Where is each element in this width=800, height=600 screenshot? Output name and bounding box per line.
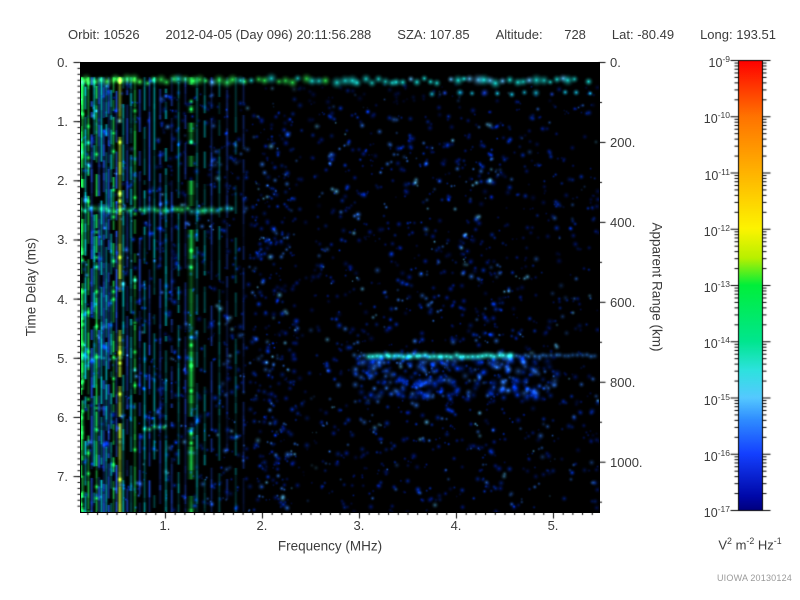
colorbar-tick-label: 10-9 <box>708 54 730 71</box>
y2-tick-label: 400. <box>610 214 636 230</box>
y-tick-label: 2. <box>57 173 68 189</box>
colorbar-tick-label: 10-11 <box>704 166 730 183</box>
y2-axis-title: Apparent Range (km) <box>649 222 665 352</box>
colorbar-tick-label: 10-10 <box>703 110 730 127</box>
y-tick-label: 3. <box>57 232 68 248</box>
header-info: Orbit: 10526 2012-04-05 (Day 096) 20:11:… <box>68 27 776 42</box>
credit-text: UIOWA 20130124 <box>716 573 792 583</box>
spectrogram-plot-area <box>80 62 600 513</box>
colorbar-tick-label: 10-12 <box>703 222 730 239</box>
header-altitude: Altitude: 728 <box>495 27 586 42</box>
x-tick-label: 3. <box>353 518 365 533</box>
header-sza: SZA: 107.85 <box>397 27 470 42</box>
y2-tick-label: 1000. <box>610 454 643 470</box>
y-tick-label: 0. <box>57 55 68 70</box>
y-tick-label: 5. <box>57 350 68 366</box>
y-tick-label: 6. <box>57 409 68 425</box>
x-tick-label: 1. <box>159 518 171 533</box>
y2-tick-label: 800. <box>610 374 636 390</box>
y-tick-label: 1. <box>57 114 68 130</box>
y-axis-title: Time Delay (ms) <box>23 237 39 337</box>
y2-tick-label: 0. <box>610 55 621 70</box>
colorbar-unit-label: V2 m-2 Hz-1 <box>718 536 782 553</box>
x-tick-label: 4. <box>450 518 462 533</box>
y-tick-label: 7. <box>57 469 68 485</box>
header-latitude: Lat: -80.49 <box>611 27 675 42</box>
header-longitude: Long: 193.51 <box>700 27 776 42</box>
colorbar-tick-label: 10-16 <box>703 447 730 464</box>
y2-tick-label: 200. <box>610 134 636 150</box>
colorbar-tick-label: 10-13 <box>703 279 730 296</box>
colorbar-tick-label: 10-17 <box>703 504 730 521</box>
x-tick-label: 2. <box>256 518 268 533</box>
x-axis-title: Frequency (MHz) <box>277 538 383 554</box>
colorbar-tick-label: 10-14 <box>703 335 730 352</box>
header-datetime: 2012-04-05 (Day 096) 20:11:56.288 <box>165 27 372 42</box>
colorbar-tick-label: 10-15 <box>703 391 730 408</box>
x-tick-label: 5. <box>547 518 559 533</box>
header-orbit: Orbit: 10526 <box>68 27 140 42</box>
y-tick-label: 4. <box>57 291 68 307</box>
spectrogram-canvas <box>81 63 599 512</box>
y2-tick-label: 600. <box>610 294 636 310</box>
